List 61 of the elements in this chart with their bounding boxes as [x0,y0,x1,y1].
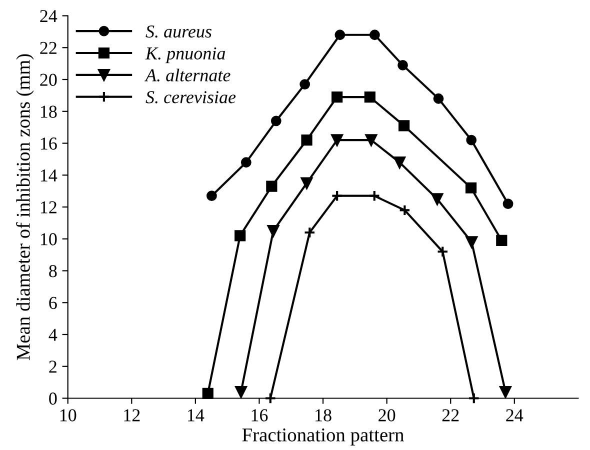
x-tick-label: 18 [316,409,332,422]
point [365,134,378,146]
legend-label: S. cerevisiae [146,91,236,104]
y-axis-title: Mean diameter of inhibition zons (mm) [16,54,34,360]
point [334,30,346,40]
point [301,134,312,146]
point [331,190,343,202]
point [300,79,310,90]
point [368,190,380,202]
y-tick-label: 6 [49,296,57,310]
point [394,156,406,168]
point [304,226,316,238]
point [266,180,278,192]
point [332,91,343,103]
point [364,91,376,103]
x-tick-label: 24 [506,409,524,422]
point [398,60,408,70]
point [433,93,444,104]
point [465,182,477,194]
point [235,386,247,398]
x-tick-label: 14 [188,409,204,422]
y-tick-label: 12 [40,201,56,214]
point [466,236,478,248]
point [500,386,512,398]
legend-label: A. alternate [144,68,230,82]
x-axis-title: Fractionation pattern [242,428,404,446]
x-tick-label: 10 [60,409,76,422]
point [398,120,410,132]
x-tick-label: 22 [442,409,459,422]
point [436,246,449,258]
y-tick-label: 4 [48,328,58,341]
point [270,116,282,126]
y-tick-label: 24 [40,10,58,22]
point [331,134,343,146]
x-tick-label: 20 [378,409,396,422]
y-tick-label: 2 [49,360,56,373]
legend-label: K. pnuonia [145,47,226,64]
y-tick-label: 16 [40,138,57,150]
point [502,198,514,210]
y-tick-label: 14 [40,169,58,182]
y-tick-label: 8 [49,265,57,278]
point [206,190,217,202]
point [240,157,252,168]
point [267,225,280,237]
point [398,204,411,216]
point [468,392,480,404]
x-tick-label: 16 [252,409,268,422]
point [234,230,246,242]
point [466,134,477,146]
y-tick-label: 0 [49,392,57,405]
point [496,234,508,246]
y-tick-label: 10 [40,233,57,246]
point [369,30,380,40]
y-tick-label: 22 [40,42,56,54]
point [431,193,444,205]
y-tick-label: 18 [40,106,57,118]
point [264,392,276,404]
point [300,177,313,189]
x-tick-label: 12 [124,409,140,422]
y-tick-label: 20 [40,74,57,86]
legend-label: S. aureus [146,25,212,38]
